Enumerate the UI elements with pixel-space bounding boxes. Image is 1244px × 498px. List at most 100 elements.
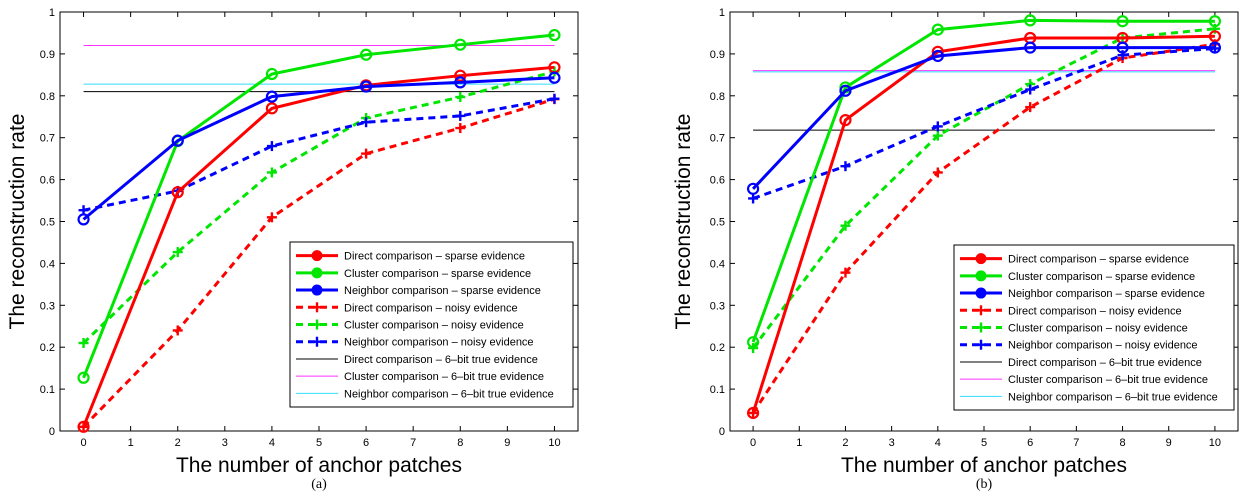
legend-entry: Cluster comparison – 6–bit true evidence: [296, 371, 544, 383]
data-point: [265, 102, 279, 115]
data-point: [1024, 14, 1037, 27]
data-point: [840, 161, 851, 172]
legend-entry: Neighbor comparison – sparse evidence: [296, 284, 541, 297]
legend-label: Neighbor comparison – sparse evidence: [1008, 288, 1205, 300]
data-point: [265, 67, 279, 81]
legend-label: Neighbor comparison – noisy evidence: [344, 337, 534, 349]
data-point: [455, 123, 466, 134]
data-point: [266, 167, 277, 178]
legend-entry: Direct comparison – 6–bit true evidence: [296, 354, 538, 366]
x-tick-label: 10: [1209, 437, 1221, 449]
legend-marker: [975, 287, 987, 299]
data-point: [266, 212, 277, 223]
data-point: [359, 80, 373, 93]
legend-label: Cluster comparison – 6–bit true evidence: [344, 371, 544, 383]
y-tick-label: 0.5: [40, 217, 55, 229]
y-tick-label: 0.8: [710, 91, 725, 103]
data-point: [839, 84, 852, 97]
x-tick-label: 0: [750, 437, 756, 449]
data-point: [549, 93, 560, 104]
legend-label: Cluster comparison – 6–bit true evidence: [1008, 374, 1208, 386]
series-line: [82, 33, 555, 379]
data-point: [77, 371, 90, 384]
x-tick-label: 2: [842, 437, 848, 449]
series-line: [751, 42, 1216, 414]
data-point: [840, 220, 851, 231]
chart-panel-1: 0 1 2 3 4 5 6 7 8 9 10 0 0.1 0.2 0.3 0.4 0.5 0.6 0.7 0.8 0.9…: [6, 7, 579, 492]
data-point: [455, 92, 466, 103]
series-1: [77, 61, 561, 433]
y-tick-label: 0: [49, 426, 55, 438]
y-axis-label: The reconstruction rate: [6, 114, 29, 330]
series-line: [751, 34, 1215, 414]
data-point: [931, 49, 944, 63]
data-point: [1024, 41, 1037, 54]
legend-label: Neighbor comparison – noisy evidence: [1008, 340, 1198, 352]
legend-entry: Direct comparison – noisy evidence: [296, 302, 518, 314]
y-tick-label: 0.5: [710, 217, 725, 229]
series-3: [746, 41, 1222, 195]
chart-panel-2: 0 1 2 3 4 5 6 7 8 9 10 0 0.1 0.2 0.3 0.4 0.5 0.6 0.7 0.8 0.9…: [672, 7, 1239, 492]
legend-marker: [311, 284, 323, 296]
x-tick-label: 1: [796, 437, 802, 449]
legend-label: Cluster comparison – sparse evidence: [344, 268, 531, 280]
data-point: [1025, 102, 1036, 113]
series-6: [748, 43, 1220, 204]
legend-marker: [311, 267, 323, 279]
data-point: [931, 23, 944, 36]
x-tick-label: 5: [316, 437, 322, 449]
y-tick-label: 0.4: [40, 258, 55, 270]
series-6: [78, 93, 560, 216]
data-point: [454, 38, 467, 51]
series-line: [82, 97, 555, 428]
legend-entry: Cluster comparison – noisy evidence: [960, 322, 1188, 335]
panel-label: (b): [976, 477, 993, 492]
y-tick-label: 0.1: [40, 384, 55, 396]
x-axis-label: The number of anchor patches: [176, 454, 462, 477]
data-point: [1116, 15, 1129, 28]
data-point: [265, 90, 279, 103]
y-tick-label: 0.8: [40, 91, 55, 103]
x-tick-label: 7: [1073, 437, 1079, 449]
y-tick-label: 1: [49, 7, 55, 19]
x-tick-label: 8: [1119, 437, 1125, 449]
legend-entry: Direct comparison – sparse evidence: [960, 253, 1189, 266]
data-point: [361, 148, 372, 159]
legend-entry: Cluster comparison – 6–bit true evidence: [960, 374, 1208, 386]
data-point: [1208, 41, 1222, 54]
legend-entry: Direct comparison – noisy evidence: [960, 305, 1182, 317]
data-point: [746, 406, 760, 420]
x-tick-label: 2: [175, 437, 181, 449]
legend-label: Direct comparison – sparse evidence: [344, 251, 525, 263]
series-line: [82, 70, 555, 345]
y-tick-label: 0.6: [40, 175, 55, 187]
y-tick-label: 0.9: [40, 49, 55, 61]
x-tick-label: 9: [504, 437, 510, 449]
x-tick-label: 8: [457, 437, 463, 449]
legend-entry: Direct comparison – sparse evidence: [296, 250, 525, 263]
y-tick-label: 0.6: [710, 175, 725, 187]
x-axis-label: The number of anchor patches: [841, 454, 1127, 477]
data-point: [548, 28, 561, 42]
data-point: [359, 48, 373, 61]
legend-entry: Cluster comparison – sparse evidence: [296, 267, 531, 280]
legend-label: Cluster comparison – sparse evidence: [1008, 271, 1195, 283]
data-point: [840, 267, 851, 278]
y-tick-label: 0: [719, 426, 725, 438]
data-point: [746, 336, 760, 349]
legend-entry: Neighbor comparison – noisy evidence: [296, 336, 534, 349]
x-tick-label: 0: [80, 437, 86, 449]
data-point: [361, 117, 372, 128]
y-tick-label: 0.3: [710, 300, 725, 312]
y-tick-label: 0.7: [710, 133, 725, 145]
y-tick-label: 0.2: [710, 342, 725, 354]
legend-entry: Cluster comparison – sparse evidence: [960, 270, 1195, 283]
data-point: [839, 114, 852, 127]
legend-entry: Neighbor comparison – 6–bit true evidenc…: [296, 388, 554, 400]
panel-label: (a): [311, 477, 327, 492]
data-point: [1025, 84, 1036, 95]
y-tick-label: 0.9: [710, 49, 725, 61]
data-point: [455, 110, 466, 121]
